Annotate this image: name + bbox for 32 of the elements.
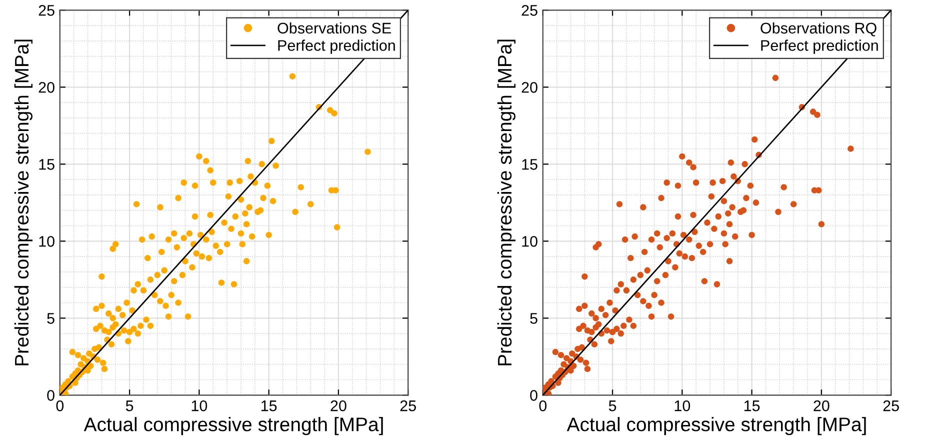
x-tick-label: 10 <box>674 400 690 412</box>
y-tick-label: 5 <box>47 313 54 324</box>
y-tick-label: 10 <box>522 236 538 247</box>
x-tick-label: 15 <box>744 400 760 412</box>
y-tick-label: 10 <box>39 236 54 247</box>
y-tick-label: 25 <box>38 5 54 16</box>
y-tick-label: 20 <box>38 82 54 93</box>
legend-label: Perfect prediction <box>278 40 395 54</box>
y-tick-label: 0 <box>530 390 538 401</box>
y-axis-title: Predicted compressive strength [MPa] <box>497 40 516 366</box>
y-tick-label: 15 <box>39 159 54 170</box>
x-tick-label: 15 <box>261 400 277 412</box>
x-tick-label: 0 <box>539 400 547 412</box>
x-tick-label: 5 <box>608 400 616 412</box>
y-tick-label: 15 <box>522 159 538 170</box>
legend-label: Observations SE <box>278 22 391 34</box>
y-tick-label: 25 <box>522 5 538 16</box>
legend-label: Observations RQ <box>760 22 876 36</box>
x-tick-label: 25 <box>400 400 416 412</box>
x-tick-label: 25 <box>883 400 899 412</box>
y-axis-title: Predicted compressive strength [MPa] <box>14 40 32 366</box>
x-tick-label: 20 <box>814 400 830 412</box>
x-tick-label: 20 <box>330 400 346 412</box>
x-tick-label: 5 <box>126 400 134 412</box>
x-tick-label: 0 <box>56 400 64 412</box>
legend-label: Perfect prediction <box>761 40 878 54</box>
x-axis-title: Actual compressive strength [MPa] <box>84 417 383 436</box>
x-axis-title: Actual compressive strength [MPa] <box>566 417 866 436</box>
y-tick-label: 20 <box>522 82 538 93</box>
x-tick-label: 10 <box>192 400 208 412</box>
y-tick-label: 0 <box>47 390 54 401</box>
y-tick-label: 5 <box>530 313 538 324</box>
